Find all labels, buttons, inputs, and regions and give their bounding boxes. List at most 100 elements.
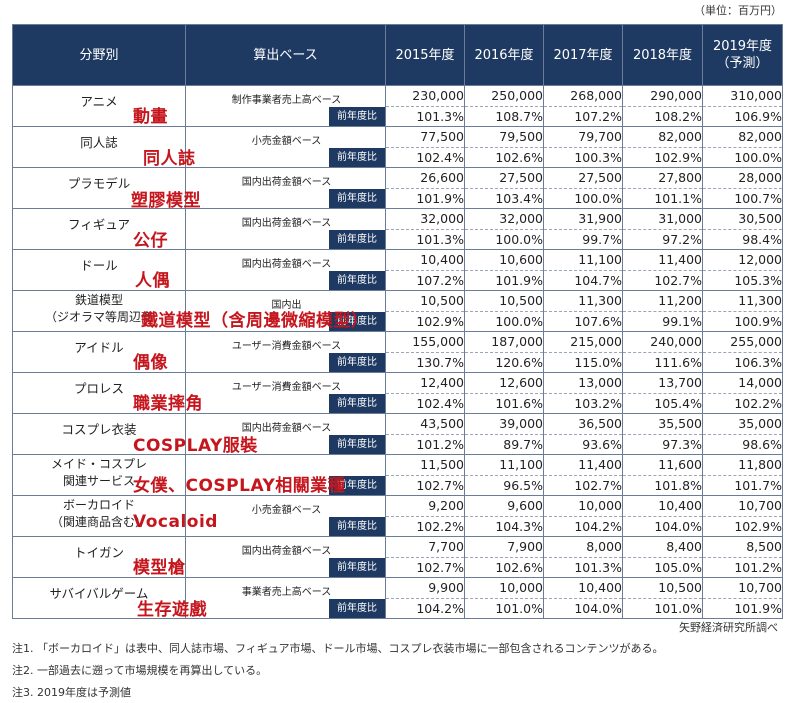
header-2019: 2019年度 （予測）: [702, 24, 783, 86]
table-row-yoy: 102.9% 100.0% 107.6% 99.1% 100.9%: [13, 310, 783, 332]
category-name: サバイバルゲーム: [49, 586, 149, 601]
yoy-cell: 104.3%: [464, 515, 544, 537]
basis-cell: 事業者売上高ベース 前年度比: [185, 577, 386, 619]
table-row: ドール 人偶 国内出荷金額ベース 前年度比 10,400 10,600 11,100 11,4…: [12, 249, 783, 291]
basis-text: 国内出荷金額ベース: [241, 177, 332, 188]
value-cell: 11,300: [702, 290, 783, 312]
chinese-overlay-label: 塑膠模型: [131, 191, 201, 211]
value-cell: 7,700: [385, 536, 465, 558]
table-row-yoy: 102.2% 104.3% 104.2% 104.0% 102.9%: [13, 515, 783, 537]
yoy-cell: 102.9%: [702, 515, 783, 537]
value-cell: 10,400: [385, 249, 465, 271]
category-name-sub: 関連サービス: [62, 474, 135, 488]
basis-cell: 国内出荷金額ベース 前年度比: [185, 413, 386, 455]
header-2015: 2015年度: [385, 24, 465, 86]
value-cell: 31,900: [543, 208, 623, 230]
category-name: トイガン: [73, 545, 124, 560]
basis-text: 国内出: [271, 300, 302, 311]
category-name: プロレス: [73, 381, 124, 396]
yoy-cell: 108.7%: [464, 105, 544, 127]
value-cell: 10,000: [464, 577, 544, 599]
table-row-yoy: 101.2% 89.7% 93.6% 97.3% 98.6%: [13, 433, 783, 455]
category-name: ドール: [80, 258, 118, 273]
market-size-table: 分野別 算出ベース 2015年度 2016年度 2017年度 2018年度 20…: [12, 24, 783, 620]
header-row: 分野別 算出ベース 2015年度 2016年度 2017年度 2018年度 20…: [12, 24, 783, 86]
yoy-cell: 105.0%: [622, 556, 703, 578]
yoy-cell: 130.7%: [385, 351, 465, 373]
category-cell: 鉄道模型 （ジオラマ等周辺商 鐵道模型（含周邊微縮模型）: [12, 290, 368, 332]
value-cell: 10,700: [702, 495, 783, 517]
value-cell: 11,600: [622, 454, 703, 476]
table-row-yoy: 107.2% 101.9% 104.7% 102.7% 105.3%: [13, 269, 783, 291]
chinese-overlay-label: 職業摔角: [133, 394, 203, 414]
value-cell: 255,000: [702, 331, 783, 353]
chinese-overlay-label: Vocaloid: [133, 512, 218, 532]
value-cell: 215,000: [543, 331, 623, 353]
basis-text: 国内出荷金額ベース: [241, 259, 332, 270]
yoy-cell: 98.6%: [702, 433, 783, 455]
value-cell: 77,500: [385, 126, 465, 148]
yoy-cell: 103.4%: [464, 187, 544, 209]
value-cell: 9,600: [464, 495, 544, 517]
value-cell: 187,000: [464, 331, 544, 353]
value-cell: 10,500: [622, 577, 703, 599]
yoy-tag: 前年度比: [329, 312, 385, 331]
category-name: コスプレ衣装: [61, 422, 137, 437]
yoy-cell: 111.6%: [622, 351, 703, 373]
value-cell: 14,000: [702, 372, 783, 394]
note-3: 注3. 2019年度は予測値: [12, 686, 131, 699]
yoy-cell: 102.7%: [622, 269, 703, 291]
yoy-cell: 101.0%: [622, 597, 703, 619]
value-cell: 32,000: [385, 208, 465, 230]
table-row-yoy: 104.2% 101.0% 104.0% 101.0% 101.9%: [13, 597, 783, 619]
source-credit: 矢野経済研究所調べ: [679, 621, 778, 634]
yoy-cell: 105.3%: [702, 269, 783, 291]
category-cell: ドール 人偶: [12, 249, 186, 291]
basis-cell: 国内出荷金額ベース 前年度比: [185, 249, 386, 291]
yoy-cell: 100.0%: [702, 146, 783, 168]
note-1: 注1. 「ボーカロイド」は表中、同人誌市場、フィギュア市場、ドール市場、コスプレ…: [12, 642, 664, 655]
yoy-cell: 106.9%: [702, 105, 783, 127]
yoy-cell: 102.7%: [385, 556, 465, 578]
table-row: 同人誌 同人誌 小売金額ベース 前年度比 77,500 79,500 79,700 82,00…: [12, 126, 783, 169]
value-cell: 79,500: [464, 126, 544, 148]
category-name: プラモデル: [67, 176, 131, 191]
category-cell: 同人誌 同人誌: [12, 126, 195, 169]
yoy-cell: 100.9%: [702, 310, 783, 332]
value-cell: 9,200: [385, 495, 465, 517]
value-cell: 79,700: [543, 126, 623, 148]
yoy-cell: 97.3%: [622, 433, 703, 455]
value-cell: 155,000: [385, 331, 465, 353]
table-row: アイドル 偶像 ユーザー消費金額ベース 前年度比 155,000 187,000 215,0…: [12, 331, 783, 373]
category-name: メイド・コスプレ: [50, 457, 147, 471]
value-cell: 10,000: [543, 495, 623, 517]
basis-cell: ユーザー消費金額ベース 前年度比: [185, 331, 386, 373]
value-cell: 39,000: [464, 413, 544, 435]
yoy-tag: 前年度比: [329, 271, 385, 290]
value-cell: 36,500: [543, 413, 623, 435]
yoy-cell: 100.0%: [543, 187, 623, 209]
value-cell: 11,400: [543, 454, 623, 476]
table-row: トイガン 模型槍 国内出荷金額ベース 前年度比 7,700 7,900 8,000 8,400…: [12, 536, 783, 578]
value-cell: 82,000: [702, 126, 783, 148]
yoy-cell: 102.7%: [543, 474, 623, 496]
yoy-cell: 98.4%: [702, 228, 783, 250]
value-cell: 11,100: [464, 454, 544, 476]
yoy-cell: 104.0%: [622, 515, 703, 537]
category-name: 同人誌: [80, 135, 118, 150]
yoy-cell: 115.0%: [543, 351, 623, 373]
basis-cell: 前年度比: [185, 454, 386, 496]
value-cell: 8,500: [702, 536, 783, 558]
yoy-cell: 93.6%: [543, 433, 623, 455]
table-row-yoy: 102.7% 96.5% 102.7% 101.8% 101.7%: [13, 474, 783, 496]
yoy-cell: 101.9%: [702, 597, 783, 619]
value-cell: 230,000: [385, 85, 465, 107]
header-2019-forecast: （予測）: [716, 56, 769, 71]
yoy-cell: 101.3%: [543, 556, 623, 578]
chinese-overlay-label: 公仔: [133, 231, 168, 251]
value-cell: 28,000: [702, 167, 783, 189]
value-cell: 10,600: [464, 249, 544, 271]
value-cell: 12,000: [702, 249, 783, 271]
basis-text: 事業者売上高ベース: [241, 587, 332, 598]
yoy-cell: 102.4%: [385, 146, 465, 168]
